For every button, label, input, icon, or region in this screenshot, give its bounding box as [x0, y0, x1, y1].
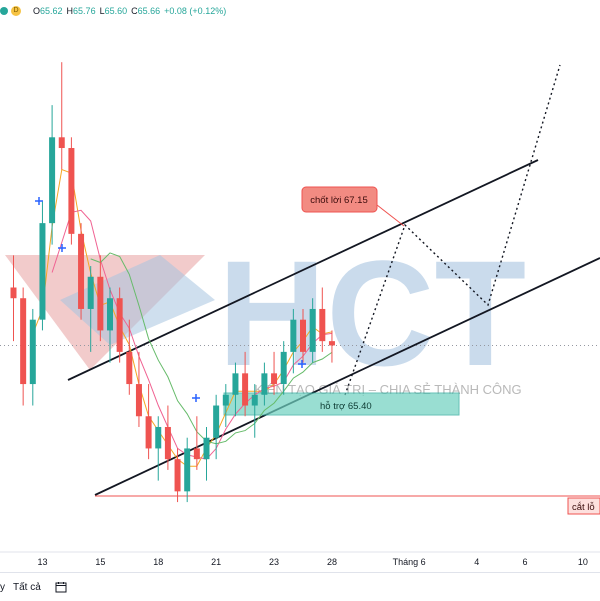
time-axis-tick-label: 13 — [37, 557, 47, 567]
time-axis-tick-label: 15 — [95, 557, 105, 567]
take-profit-pointer — [376, 204, 405, 227]
candle-body — [309, 308, 316, 352]
ohlc-change: +0.08 (+0.12%) — [164, 6, 227, 16]
ohlc-legend: D O65.62 H65.76 L65.60 C65.66 +0.08 (+0.… — [0, 0, 600, 22]
candle-body — [20, 298, 27, 385]
stop-loss-callout — [567, 497, 600, 515]
candle-body — [222, 394, 229, 406]
candle-body — [10, 287, 17, 299]
take-profit-callout — [301, 186, 378, 213]
candle-body — [107, 298, 113, 331]
candle-body — [232, 373, 239, 395]
candle-body — [193, 448, 200, 460]
candle-body — [58, 137, 65, 149]
annotations: chốt lời 67.15 hỗ trợ 65.40 cắt lỗ — [301, 186, 600, 515]
drawings — [67, 64, 600, 497]
time-axis-tick-label: 4 — [474, 557, 479, 567]
bottom-toolbar: y Tất cả — [0, 572, 600, 601]
candle-body — [29, 319, 36, 385]
signal-marker-icon — [35, 197, 43, 205]
candle-body — [261, 373, 268, 395]
candle-body — [280, 351, 287, 385]
candle-body — [126, 351, 133, 385]
time-axis-tick-label: 21 — [211, 557, 221, 567]
watermark-logo-text: HCT — [218, 229, 526, 397]
candle-body — [49, 137, 56, 224]
candle-body — [271, 373, 278, 385]
candle-body — [39, 223, 46, 320]
signal-marker-icon — [192, 394, 200, 402]
time-axis-tick-label: 28 — [327, 557, 337, 567]
ohlc-open: O65.62 — [33, 6, 63, 16]
support-zone-label: hỗ trợ 65.40 — [320, 401, 372, 412]
channel-lower-line — [94, 257, 600, 496]
signal-marker-icon — [58, 244, 66, 252]
ohlc-high: H65.76 — [66, 6, 96, 16]
signal-marker-icon — [298, 360, 306, 368]
channel-upper-line — [67, 159, 539, 381]
candle-body — [319, 308, 326, 342]
candle-body — [184, 448, 191, 492]
ma-line — [90, 252, 333, 445]
range-all-button[interactable]: Tất cả — [13, 581, 41, 593]
time-axis-tick-label: Tháng 6 — [393, 557, 426, 567]
candle-body — [251, 394, 258, 406]
stop-loss-label: cắt lỗ — [572, 502, 595, 513]
candle-body — [242, 373, 249, 406]
time-axis: 13 15 18 21 23 28 Tháng 6 4 6 10 — [0, 551, 600, 567]
candle-body — [203, 437, 210, 460]
candle-body — [174, 459, 181, 492]
candle-body — [164, 426, 171, 460]
time-axis-tick-label: 6 — [522, 557, 527, 567]
calendar-range-icon[interactable] — [55, 581, 67, 593]
candle-body — [78, 233, 85, 309]
range-button[interactable]: y — [0, 581, 5, 593]
interval-badge[interactable]: D — [11, 6, 21, 16]
time-axis-tick-label: 10 — [578, 557, 588, 567]
candle-body — [213, 405, 220, 438]
candle-body — [155, 426, 162, 449]
time-axis-tick-label: 23 — [269, 557, 279, 567]
ohlc-close: C65.66 — [131, 6, 161, 16]
candle-body — [87, 276, 94, 309]
candle-body — [97, 276, 104, 331]
time-axis-tick-label: 18 — [153, 557, 163, 567]
projection-path — [344, 64, 561, 396]
ohlc-low: L65.60 — [99, 6, 128, 16]
candles — [10, 62, 335, 503]
candle-body — [300, 319, 306, 352]
candle-body — [116, 298, 123, 352]
candle-body — [145, 416, 152, 449]
take-profit-label: chốt lời 67.15 — [310, 195, 367, 206]
candle-body — [290, 319, 297, 352]
status-dot-icon — [0, 7, 8, 15]
candle-body — [328, 341, 335, 346]
candle-body — [135, 384, 142, 417]
candle-body — [68, 148, 75, 234]
